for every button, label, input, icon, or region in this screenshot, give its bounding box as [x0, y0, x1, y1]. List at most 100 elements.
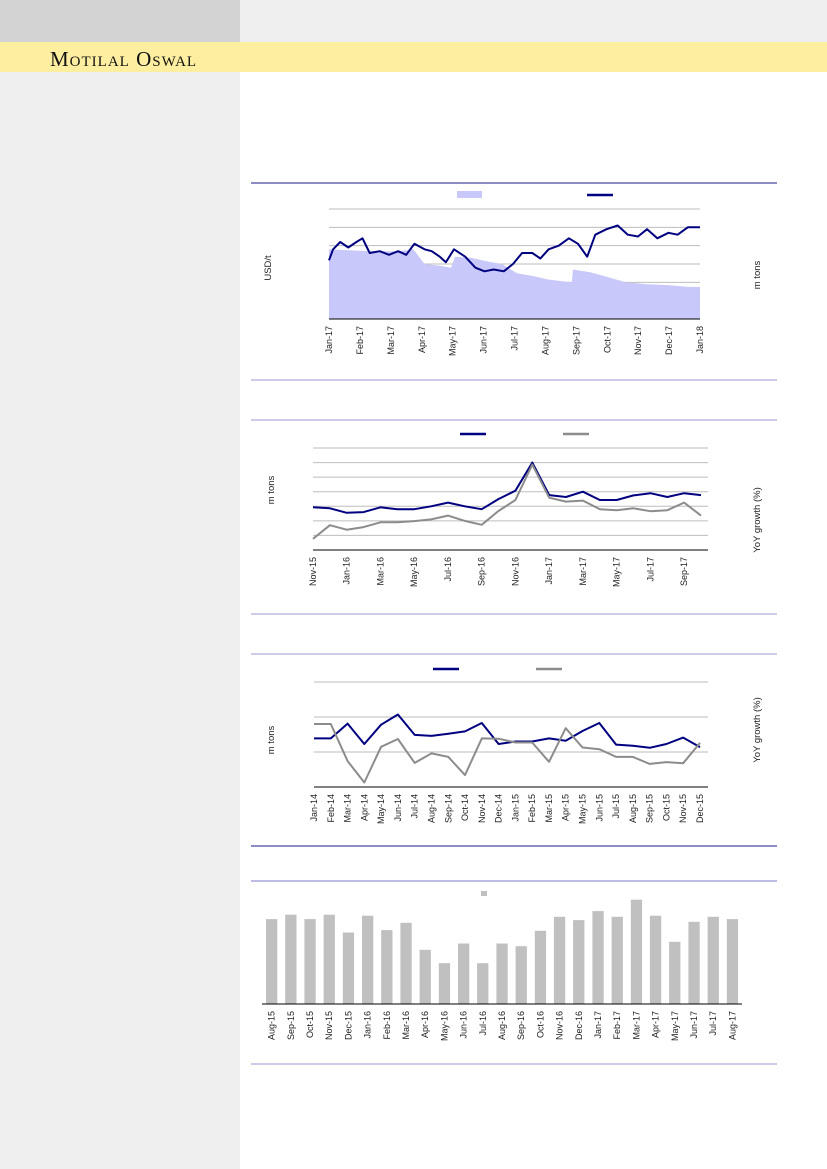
chart-3-tick-label: Nov-15: [678, 794, 688, 823]
chart-4-bar: [573, 920, 585, 1004]
chart-3-tick-label: Sep-14: [443, 794, 453, 823]
chart-4-bar: [534, 930, 547, 1004]
chart-2-line-series-1: [312, 461, 702, 514]
chart-2-tick-label: Nov-16: [510, 557, 520, 586]
chart-4-tick-label: Mar-17: [631, 1011, 641, 1040]
chart-1-tick-label: Apr-17: [417, 326, 427, 353]
chart-3-tick-label: Jun-15: [594, 794, 604, 822]
chart-1-y2-axis-label: m tons: [752, 260, 763, 289]
brand-band: [0, 42, 827, 72]
chart-3-tick-label: Oct-15: [661, 794, 671, 821]
chart-4-bar: [611, 916, 623, 1004]
chart-2-tick-label: Sep-17: [679, 557, 689, 586]
chart-2-tick-label: Jul-16: [443, 557, 453, 582]
chart-3-tick-label: Jul-14: [410, 794, 420, 819]
chart-4-bar: [688, 921, 700, 1004]
chart-4-bar: [438, 963, 451, 1004]
chart-1-tick-label: Oct-17: [602, 326, 612, 353]
chart-3-tick-label: Dec-15: [695, 794, 705, 823]
chart-4-bar: [630, 899, 643, 1004]
chart-4-bar: [285, 914, 297, 1004]
chart-3-tick-label: Feb-14: [326, 794, 336, 823]
chart-4-tick-label: Jun-16: [459, 1011, 469, 1039]
chart-4-tick-label: Feb-17: [612, 1011, 622, 1040]
chart-1-line-series-2: [328, 224, 700, 273]
chart-1-tick-label: Aug-17: [540, 326, 550, 355]
chart-4-tick-label: Dec-15: [343, 1011, 353, 1040]
chart-1-tick-label: May-17: [448, 326, 458, 356]
chart-3-tick-label: Nov-14: [477, 794, 487, 823]
chart-1-tick-label: Jun-17: [479, 326, 489, 354]
chart-1-tick-label: Feb-17: [355, 326, 365, 355]
chart-4-bar: [515, 946, 527, 1004]
chart-4-bar: [342, 932, 355, 1004]
brand-logo: Motilal Oswal: [50, 47, 198, 71]
chart-1-legend-swatch: [457, 191, 482, 198]
chart-3-tick-label: Sep-15: [645, 794, 655, 823]
chart-4-tick-label: Jul-16: [478, 1011, 488, 1036]
chart-2-tick-label: May-16: [409, 557, 419, 587]
header-band-right: [240, 0, 827, 42]
chart-3-tick-label: Aug-14: [426, 794, 436, 823]
chart-1-tick-label: Nov-17: [633, 326, 643, 355]
chart-3-tick-label: Aug-15: [628, 794, 638, 823]
chart-2-line-series-2: [312, 463, 702, 540]
chart-3-y2-axis-label: YoY growth (%): [752, 697, 763, 762]
chart-4-tick-label: Feb-16: [382, 1011, 392, 1040]
chart-3-line-series-1: [314, 713, 701, 749]
chart-4-tick-label: Nov-16: [555, 1011, 565, 1040]
chart-4-tick-label: Mar-16: [401, 1011, 411, 1040]
chart-2-tick-label: Mar-17: [578, 557, 588, 586]
header-band-left: [0, 0, 240, 42]
chart-3-line-series-2: [314, 723, 701, 784]
chart-4-bar: [323, 914, 335, 1004]
chart-4-tick-label: Sep-15: [286, 1011, 296, 1040]
chart-2-tick-label: Jan-17: [544, 557, 554, 585]
chart-4-bar: [649, 915, 662, 1004]
chart-1-tick-label: Jan-17: [324, 326, 334, 354]
chart-4-bar: [477, 963, 489, 1004]
chart-3-tick-label: May-14: [376, 794, 386, 824]
chart-4-tick-label: Nov-15: [324, 1011, 334, 1040]
chart-4-tick-label: Jan-17: [593, 1011, 603, 1039]
chart-3-tick-label: Jan-14: [309, 794, 319, 822]
chart-4-bar: [496, 943, 508, 1004]
chart-3-tick-label: Jan-15: [510, 794, 520, 822]
chart-4-tick-label: Apr-16: [420, 1011, 430, 1038]
chart-1-y-axis-label: USD/t: [263, 255, 274, 281]
chart-3-tick-label: May-15: [578, 794, 588, 824]
chart-4-bar: [669, 941, 681, 1004]
chart-2-y2-axis-label: YoY growth (%): [752, 487, 763, 552]
chart-4-bar: [707, 916, 719, 1004]
chart-4-tick-label: Jan-16: [363, 1011, 373, 1039]
chart-3-tick-label: Jul-15: [611, 794, 621, 819]
chart-3-tick-label: Mar-14: [343, 794, 353, 823]
chart-4-bar: [419, 949, 431, 1004]
chart-4-tick-label: Sep-16: [516, 1011, 526, 1040]
chart-4-bar: [304, 919, 316, 1004]
chart-2-tick-label: Nov-15: [308, 557, 318, 586]
chart-4-tick-label: Apr-17: [651, 1011, 661, 1038]
chart-3-y-axis-label: m tons: [266, 725, 277, 754]
chart-4-tick-label: Oct-15: [305, 1011, 315, 1038]
chart-3-tick-label: Feb-15: [527, 794, 537, 823]
chart-1-tick-label: Sep-17: [571, 326, 581, 355]
chart-4-tick-label: Jul-17: [708, 1011, 718, 1036]
chart-4-bar: [458, 943, 470, 1004]
chart-4-bar: [726, 919, 739, 1004]
chart-1-tick-label: Dec-17: [664, 326, 674, 355]
chart-4-tick-label: Oct-16: [535, 1011, 545, 1038]
chart-4-tick-label: Dec-16: [574, 1011, 584, 1040]
chart-1-tick-label: Mar-17: [386, 326, 396, 355]
chart-2-y-axis-label: m tons: [266, 475, 277, 504]
chart-4-bar: [381, 930, 393, 1004]
chart-4-tick-label: May-17: [670, 1011, 680, 1041]
chart-2-tick-label: Jan-16: [342, 557, 352, 585]
chart-3-tick-label: Jun-14: [393, 794, 403, 822]
chart-4-bar: [400, 922, 412, 1004]
chart-2-tick-label: Mar-16: [375, 557, 385, 586]
chart-3-tick-label: Apr-14: [359, 794, 369, 821]
left-sidebar: [0, 72, 240, 1169]
chart-4-tick-label: Jun-17: [689, 1011, 699, 1039]
